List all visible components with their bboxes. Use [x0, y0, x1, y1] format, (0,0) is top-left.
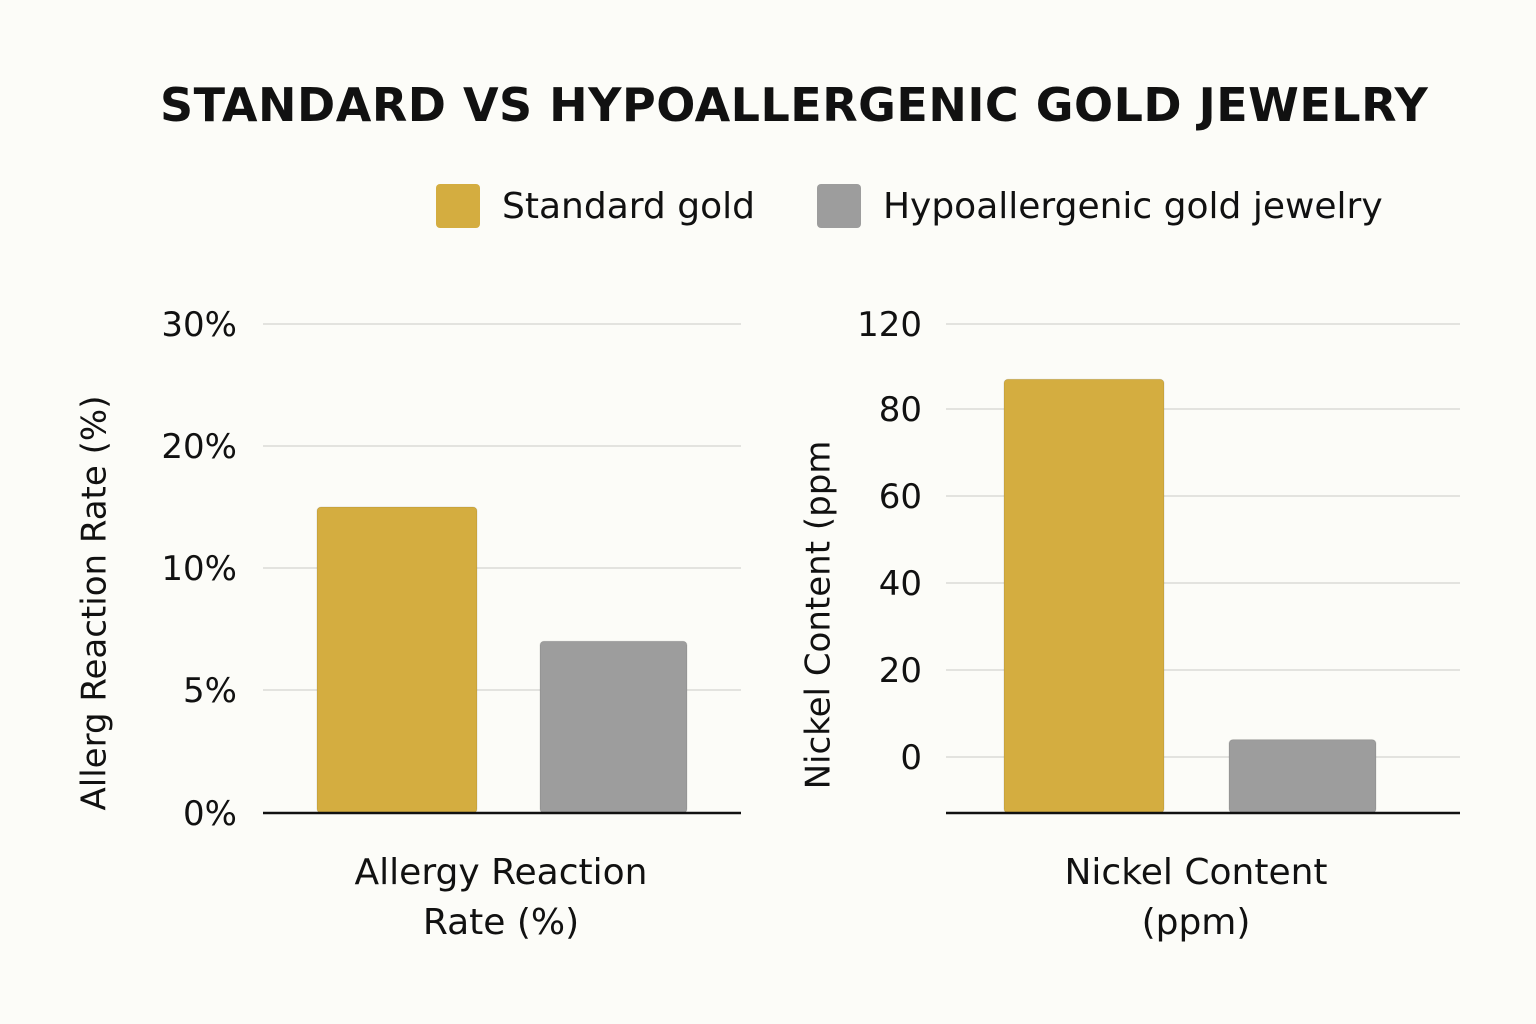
y-tick-label: 0% [183, 794, 237, 834]
legend-item-standard-gold: Standard gold [436, 184, 755, 228]
y-tick-label: 20% [161, 427, 237, 467]
y-tick-label: 10% [161, 549, 237, 589]
y-tick-label: 30% [161, 305, 237, 345]
y-tick-label: 0 [900, 738, 922, 778]
legend-swatch-standard-gold [436, 184, 480, 228]
legend: Standard gold Hypoallergenic gold jewelr… [436, 184, 1383, 228]
legend-label-standard-gold: Standard gold [502, 185, 755, 227]
bar-hypoallergenic [1228, 739, 1377, 814]
x-axis-label: (ppm) [1142, 902, 1251, 943]
y-tick-label: 5% [183, 671, 237, 711]
nickel-content-chart: 0 20 40 60 80 120 Nickel Content (ppm Nickel Co… [799, 305, 1460, 943]
chart-title: STANDARD VS HYPOALLERGENIC GOLD JEWELRY [160, 78, 1429, 132]
legend-item-hypoallergenic: Hypoallergenic gold jewelry [816, 184, 1383, 228]
y-axis-label: Nickel Content (ppm [799, 441, 839, 790]
x-axis-label: Nickel Content [1064, 852, 1327, 893]
y-tick-label: 80 [879, 390, 922, 430]
legend-label-hypoallergenic: Hypoallergenic gold jewelry [882, 185, 1383, 227]
bar-hypoallergenic [539, 640, 688, 814]
bar-standard-gold [1003, 378, 1165, 814]
y-tick-label: 20 [879, 651, 922, 691]
y-tick-label: 120 [857, 305, 922, 345]
x-axis-label: Allergy Reaction [355, 852, 648, 893]
y-tick-label: 40 [879, 564, 922, 604]
y-tick-label: 60 [879, 477, 922, 517]
x-axis-label: Rate (%) [423, 902, 579, 943]
bar-standard-gold [316, 506, 478, 814]
y-axis-label: Allerg Reaction Rate (%) [75, 396, 115, 811]
legend-swatch-hypoallergenic [816, 184, 861, 228]
allergy-reaction-chart: 0% 5% 10% 20% 30% Allerg Reaction Rate (%) All… [75, 305, 741, 943]
